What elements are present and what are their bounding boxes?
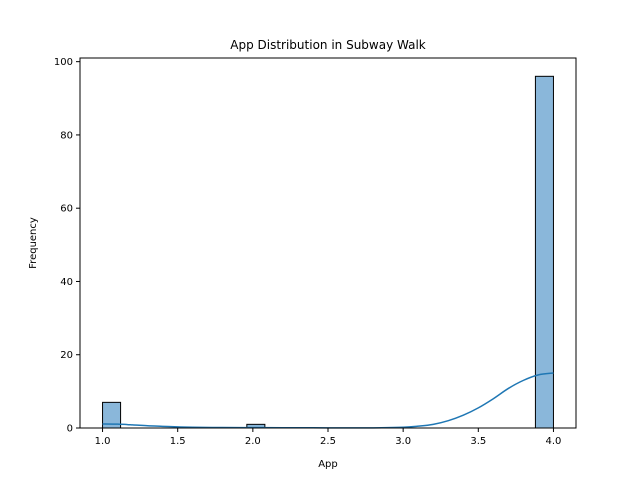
kde-curve (102, 372, 554, 429)
x-axis-ticks: 1.0 1.5 2.0 2.5 3.0 3.5 4.0 (95, 428, 562, 447)
kde-layer (102, 372, 554, 429)
y-tick-label: 100 (54, 57, 73, 68)
y-tick-label: 40 (60, 277, 73, 288)
y-axis-label: Frequency (28, 217, 39, 269)
y-axis-ticks: 0 20 40 60 80 100 (54, 57, 80, 435)
y-tick-label: 20 (60, 350, 73, 361)
y-tick-label: 0 (67, 424, 73, 435)
x-axis-label: App (318, 459, 338, 470)
x-tick-label: 1.0 (95, 436, 111, 447)
bars-layer (102, 75, 554, 429)
x-tick-label: 2.0 (245, 436, 261, 447)
chart-title: App Distribution in Subway Walk (230, 38, 426, 52)
x-tick-label: 4.0 (546, 436, 562, 447)
x-tick-label: 3.5 (470, 436, 486, 447)
y-tick-label: 60 (60, 204, 73, 215)
plot-frame (79, 57, 577, 429)
x-tick-label: 1.5 (170, 436, 186, 447)
x-tick-label: 3.0 (395, 436, 411, 447)
y-tick-label: 80 (60, 130, 73, 141)
x-tick-label: 2.5 (320, 436, 336, 447)
